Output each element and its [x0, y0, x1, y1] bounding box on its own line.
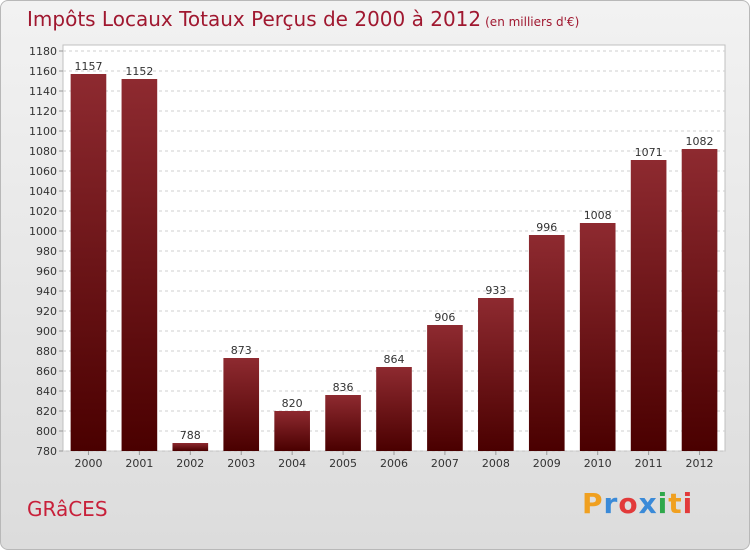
y-tick-label: 820: [36, 405, 57, 418]
y-tick-label: 1120: [29, 105, 57, 118]
x-tick-label: 2004: [278, 457, 306, 470]
x-tick-label: 2000: [74, 457, 102, 470]
chart-subtitle: (en milliers d'€): [485, 15, 580, 29]
bar: [325, 395, 361, 451]
y-tick-label: 800: [36, 425, 57, 438]
proxiti-logo: Proxiti: [582, 487, 693, 520]
y-tick-label: 1080: [29, 145, 57, 158]
x-tick-label: 2003: [227, 457, 255, 470]
bar: [681, 149, 718, 451]
logo-letter: i: [682, 487, 694, 520]
bar: [70, 74, 107, 451]
data-label: 1071: [635, 146, 663, 159]
bars: [70, 74, 718, 451]
y-tick-label: 960: [36, 265, 57, 278]
data-label: 1082: [686, 135, 714, 148]
y-tick-label: 780: [36, 445, 57, 458]
y-tick-label: 920: [36, 305, 57, 318]
x-tick-label: 2012: [686, 457, 714, 470]
value-labels: 1157 1152 788 873 820 836 864 906 933 996 1008 1071…: [74, 60, 713, 442]
x-tick-label: 2005: [329, 457, 357, 470]
x-tick-label: 2008: [482, 457, 510, 470]
data-label: 820: [282, 397, 303, 410]
x-tick-label: 2006: [380, 457, 408, 470]
x-tick-label: 2010: [584, 457, 612, 470]
data-label: 788: [180, 429, 201, 442]
x-tick-label: 2002: [176, 457, 204, 470]
bar: [121, 79, 158, 451]
y-tick-label: 1180: [29, 45, 57, 58]
bar: [528, 235, 565, 451]
data-label: 1008: [584, 209, 612, 222]
x-tick-label: 2001: [125, 457, 153, 470]
place-name: GRâCES: [27, 497, 108, 521]
y-tick-label: 1020: [29, 205, 57, 218]
bar: [478, 298, 514, 451]
y-tick-label: 900: [36, 325, 57, 338]
y-tick-label: 840: [36, 385, 57, 398]
bar: [274, 411, 310, 451]
y-axis: 780 800 820 840 860 880 900 920 940 960 980 1000 102…: [29, 45, 63, 458]
bar: [376, 367, 412, 451]
data-label: 1152: [125, 65, 153, 78]
data-label: 906: [434, 311, 455, 324]
logo-letter: r: [603, 487, 619, 520]
logo-letter: o: [618, 487, 639, 520]
data-label: 836: [333, 381, 354, 394]
bar: [579, 223, 616, 451]
logo-letter: t: [668, 487, 683, 520]
y-tick-label: 1000: [29, 225, 57, 238]
logo-letter: i: [657, 487, 669, 520]
logo-letter: x: [638, 487, 658, 520]
bar: [172, 443, 209, 451]
y-tick-label: 1040: [29, 185, 57, 198]
bar: [223, 358, 260, 451]
y-tick-label: 940: [36, 285, 57, 298]
logo-letter: P: [582, 487, 604, 520]
data-label: 996: [536, 221, 557, 234]
x-tick-label: 2009: [533, 457, 561, 470]
data-label: 1157: [74, 60, 102, 73]
y-tick-label: 860: [36, 365, 57, 378]
y-tick-label: 1140: [29, 85, 57, 98]
y-tick-label: 1060: [29, 165, 57, 178]
data-label: 864: [384, 353, 405, 366]
y-tick-label: 880: [36, 345, 57, 358]
chart-title: Impôts Locaux Totaux Perçus de 2000 à 20…: [27, 7, 580, 31]
data-label: 933: [485, 284, 506, 297]
bar: [427, 325, 463, 451]
x-axis: 2000 2001 2002 2003 2004 2005 2006 2007 2008 2009…: [74, 451, 714, 470]
x-tick-label: 2011: [635, 457, 663, 470]
y-tick-label: 980: [36, 245, 57, 258]
y-tick-label: 1160: [29, 65, 57, 78]
bar: [630, 160, 667, 451]
y-tick-label: 1100: [29, 125, 57, 138]
data-label: 873: [231, 344, 252, 357]
x-tick-label: 2007: [431, 457, 459, 470]
